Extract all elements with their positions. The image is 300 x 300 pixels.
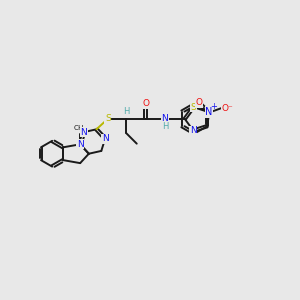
Text: H: H: [123, 107, 130, 116]
Text: N: N: [162, 114, 168, 123]
Text: N: N: [206, 107, 213, 117]
Text: H: H: [162, 122, 168, 131]
Text: +: +: [210, 102, 217, 111]
Text: N: N: [102, 134, 109, 143]
Text: N: N: [190, 126, 197, 135]
Text: N: N: [77, 140, 83, 149]
Text: O⁻: O⁻: [221, 103, 233, 112]
Text: CH₃: CH₃: [74, 125, 87, 131]
Text: O: O: [142, 99, 149, 108]
Text: O: O: [196, 98, 203, 107]
Text: N: N: [77, 140, 83, 149]
Text: S: S: [105, 114, 111, 123]
Text: N: N: [81, 128, 87, 136]
Text: S: S: [190, 103, 196, 112]
